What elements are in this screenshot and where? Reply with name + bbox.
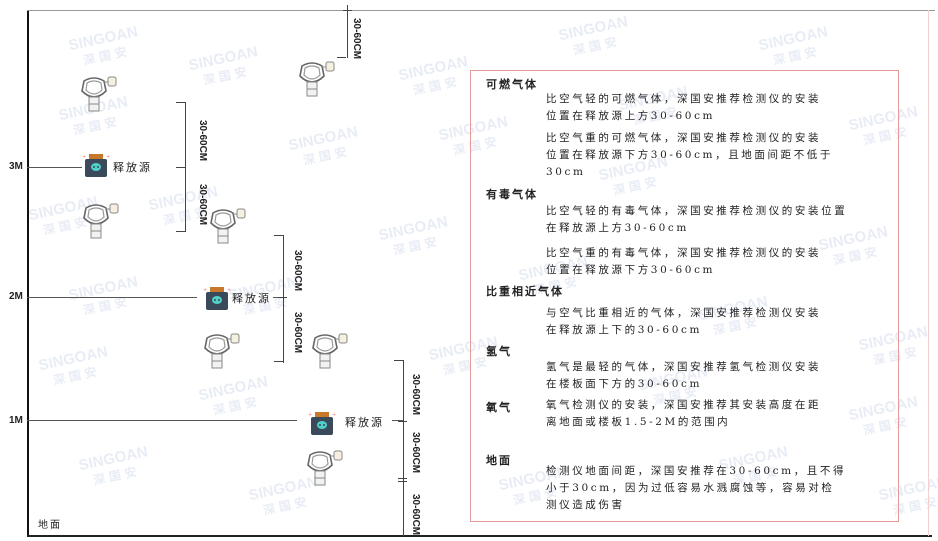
dimension-line xyxy=(283,235,284,363)
level-1m-label: 1M xyxy=(9,415,23,426)
gas-detector-icon xyxy=(78,73,118,115)
dimension-tick xyxy=(394,360,403,361)
dimension-tick xyxy=(274,235,283,236)
dimension-line xyxy=(347,5,348,58)
dimension-line xyxy=(403,360,404,536)
section-text: 比空气轻的可燃气体，深国安推荐检测仪的安装 位置在释放源上方30-60cm xyxy=(546,93,822,122)
gas-detector-icon xyxy=(207,205,247,247)
section-text: 比空气轻的有毒气体，深国安推荐检测仪的安装位置 在释放源上方30-60cm xyxy=(546,205,848,234)
level-2m-label: 2M xyxy=(9,291,23,302)
dimension-label: 30-60CM xyxy=(410,432,421,474)
svg-text:+: + xyxy=(227,287,231,293)
description-panel: 可燃气体 比空气轻的可燃气体，深国安推荐检测仪的安装 位置在释放源上方30-60c… xyxy=(470,70,899,522)
svg-text:+: + xyxy=(106,154,110,160)
level-2m-line xyxy=(27,297,197,298)
section-title-toxic: 有毒气体 xyxy=(486,188,538,201)
wall-line xyxy=(27,10,29,536)
ceiling-line xyxy=(27,10,935,11)
section-text: 检测仪地面间距，深国安推荐在30-60cm，且不得 小于30cm，因为过低容易水溅… xyxy=(546,465,847,511)
section-title-hydrogen: 氢气 xyxy=(486,345,512,358)
gas-detector-icon xyxy=(80,200,120,242)
dimension-tick xyxy=(176,102,185,103)
dimension-label: 30-60CM xyxy=(292,250,303,292)
dimension-line xyxy=(185,102,186,232)
gas-detector-icon xyxy=(309,330,349,372)
release-source-label: 释放源 xyxy=(345,416,384,429)
svg-text:+: + xyxy=(308,412,312,418)
dimension-tick xyxy=(343,10,352,11)
release-source-label: 释放源 xyxy=(232,292,271,305)
dimension-label: 30-60CM xyxy=(292,312,303,354)
release-source-icon: + + xyxy=(308,410,336,436)
section-text: 比空气重的有毒气体，深国安推荐检测仪的安装 位置在释放源下方30-60cm xyxy=(546,247,822,276)
leader-line xyxy=(392,420,404,421)
gas-detector-icon xyxy=(201,330,241,372)
section-title-similar-density: 比重相近气体 xyxy=(486,285,564,298)
dimension-tick xyxy=(176,231,185,232)
dimension-tick xyxy=(398,478,407,479)
gas-detector-icon xyxy=(304,447,344,489)
dimension-label: 30-60CM xyxy=(410,374,421,416)
section-title-oxygen: 氧气 xyxy=(486,401,512,414)
ground-label: 地面 xyxy=(38,520,62,531)
svg-text:+: + xyxy=(203,287,207,293)
release-source-icon: + + xyxy=(82,152,110,178)
floor-line xyxy=(27,535,932,537)
dimension-label: 30-60CM xyxy=(410,494,421,536)
level-3m-line xyxy=(27,167,82,168)
section-title-combustible: 可燃气体 xyxy=(486,78,538,91)
section-text: 比空气重的可燃气体，深国安推荐检测仪的安装 位置在释放源下方30-60cm，且地面… xyxy=(546,132,834,178)
right-edge-line xyxy=(928,10,929,536)
section-text: 氧气检测仪的安装，深国安推荐其安装高度在距 离地面或楼板1.5-2M的范围内 xyxy=(546,399,822,428)
dimension-tick xyxy=(398,481,407,482)
dimension-label: 30-60CM xyxy=(351,18,362,60)
level-3m-label: 3M xyxy=(9,161,23,172)
dimension-tick xyxy=(337,57,346,58)
release-source-icon: + + xyxy=(203,285,231,311)
section-title-ground: 地面 xyxy=(486,454,512,467)
svg-text:+: + xyxy=(332,412,336,418)
svg-text:+: + xyxy=(82,154,86,160)
dimension-tick xyxy=(398,421,407,422)
section-text: 氢气是最轻的气体，深国安推荐氢气检测仪安装 在楼板面下方的30-60cm xyxy=(546,361,822,390)
gas-detector-icon xyxy=(296,58,336,100)
dimension-tick xyxy=(278,297,287,298)
dimension-tick xyxy=(176,167,185,168)
section-text: 与空气比重相近的气体，深国安推荐检测仪安装 在释放源上下的30-60cm xyxy=(546,307,822,336)
release-source-label: 释放源 xyxy=(113,161,152,174)
dimension-label: 30-60CM xyxy=(197,184,208,226)
dimension-tick xyxy=(274,361,283,362)
dimension-label: 30-60CM xyxy=(197,120,208,162)
level-1m-line xyxy=(27,420,297,421)
